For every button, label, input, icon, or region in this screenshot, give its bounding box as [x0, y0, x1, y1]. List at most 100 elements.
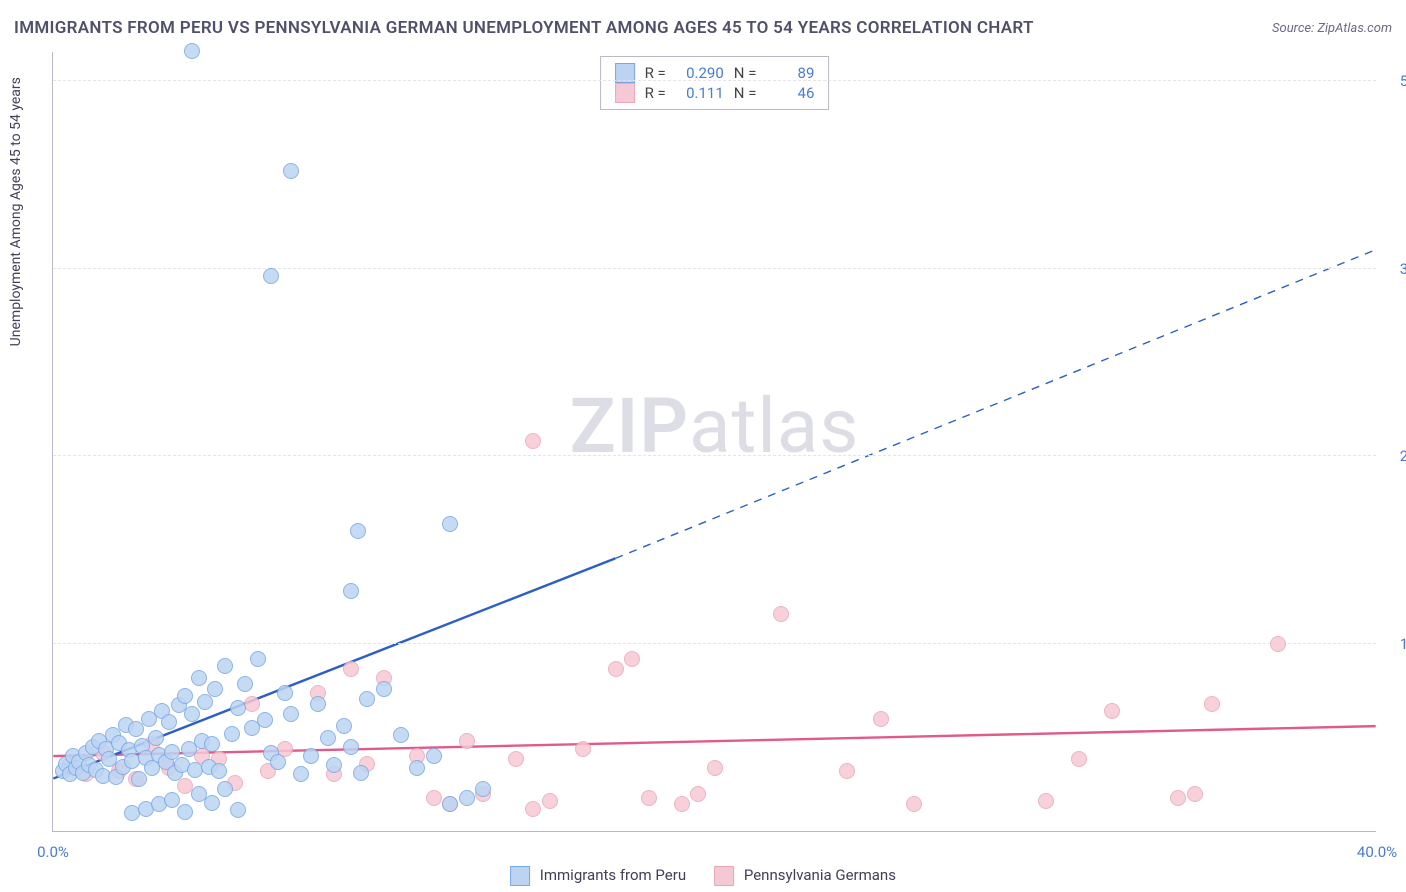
data-point — [230, 802, 246, 818]
data-point — [1187, 786, 1203, 802]
data-point — [250, 651, 266, 667]
data-point — [204, 736, 220, 752]
data-point — [426, 748, 442, 764]
data-point — [350, 523, 366, 539]
data-point — [293, 766, 309, 782]
data-point — [184, 706, 200, 722]
grid-line — [53, 80, 1376, 81]
data-point — [217, 658, 233, 674]
data-point — [204, 795, 220, 811]
data-point — [508, 751, 524, 767]
data-point — [459, 790, 475, 806]
data-point — [343, 661, 359, 677]
data-point — [442, 516, 458, 532]
y-tick-label: 37.5% — [1384, 260, 1406, 278]
source-name: ZipAtlas.com — [1317, 21, 1392, 36]
legend-item-series-a: Immigrants from Peru — [510, 866, 686, 886]
data-point — [1204, 696, 1220, 712]
data-point — [459, 733, 475, 749]
grid-line — [53, 268, 1376, 269]
grid-line — [53, 643, 1376, 644]
data-point — [343, 739, 359, 755]
legend-swatch-b — [714, 866, 734, 886]
data-point — [326, 757, 342, 773]
data-point — [839, 763, 855, 779]
data-point — [277, 685, 293, 701]
data-point — [773, 606, 789, 622]
data-point — [353, 765, 369, 781]
data-point — [177, 804, 193, 820]
series-legend: Immigrants from Peru Pennsylvania German… — [510, 866, 896, 886]
chart-title: IMMIGRANTS FROM PERU VS PENNSYLVANIA GER… — [14, 18, 1034, 38]
data-point — [164, 792, 180, 808]
data-point — [343, 583, 359, 599]
data-point — [624, 651, 640, 667]
x-tick-label: 0.0% — [37, 843, 69, 861]
data-point — [608, 661, 624, 677]
data-point — [359, 691, 375, 707]
legend-item-series-b: Pennsylvania Germans — [714, 866, 896, 886]
data-point — [1104, 703, 1120, 719]
stats-legend-box: R = 0.290 N = 89 R = 0.111 N = 46 — [600, 56, 830, 110]
trend-line — [615, 250, 1375, 559]
legend-label-b: Pennsylvania Germans — [744, 866, 896, 884]
y-tick-label: 25.0% — [1384, 447, 1406, 465]
scatter-plot-area: ZIPatlas R = 0.290 N = 89 R = 0.111 N = … — [52, 52, 1376, 832]
y-tick-label: 50.0% — [1384, 72, 1406, 90]
title-bar: IMMIGRANTS FROM PERU VS PENNSYLVANIA GER… — [14, 18, 1392, 38]
data-point — [873, 711, 889, 727]
data-point — [197, 694, 213, 710]
r-label-b: R = — [645, 84, 666, 102]
data-point — [303, 748, 319, 764]
data-point — [237, 676, 253, 692]
data-point — [426, 790, 442, 806]
data-point — [690, 786, 706, 802]
data-point — [542, 793, 558, 809]
data-point — [257, 712, 273, 728]
data-point — [217, 781, 233, 797]
data-point — [177, 688, 193, 704]
n-value-b: 46 — [766, 84, 814, 102]
data-point — [191, 670, 207, 686]
x-tick-label: 40.0% — [1357, 843, 1397, 861]
data-point — [283, 163, 299, 179]
data-point — [270, 754, 286, 770]
data-point — [409, 760, 425, 776]
swatch-series-b — [615, 83, 635, 103]
data-point — [283, 706, 299, 722]
data-point — [525, 801, 541, 817]
data-point — [475, 781, 491, 797]
y-tick-label: 12.5% — [1384, 635, 1406, 653]
data-point — [128, 721, 144, 737]
data-point — [575, 741, 591, 757]
data-point — [211, 763, 227, 779]
data-point — [1038, 793, 1054, 809]
data-point — [230, 700, 246, 716]
legend-swatch-a — [510, 866, 530, 886]
data-point — [224, 726, 240, 742]
data-point — [674, 796, 690, 812]
data-point — [707, 760, 723, 776]
data-point — [1071, 751, 1087, 767]
data-point — [207, 681, 223, 697]
stats-row-series-b: R = 0.111 N = 46 — [615, 83, 815, 103]
data-point — [376, 681, 392, 697]
n-label-b: N = — [734, 84, 757, 102]
data-point — [1270, 636, 1286, 652]
data-point — [131, 771, 147, 787]
data-point — [641, 790, 657, 806]
data-point — [906, 796, 922, 812]
source-attribution: Source: ZipAtlas.com — [1272, 21, 1392, 36]
data-point — [148, 730, 164, 746]
data-point — [184, 43, 200, 59]
source-label: Source: — [1272, 21, 1314, 36]
r-value-b: 0.111 — [676, 84, 724, 102]
legend-label-a: Immigrants from Peru — [540, 866, 686, 884]
trend-lines — [53, 52, 1376, 831]
data-point — [393, 727, 409, 743]
data-point — [263, 268, 279, 284]
data-point — [442, 796, 458, 812]
grid-line — [53, 455, 1376, 456]
data-point — [161, 714, 177, 730]
data-point — [336, 718, 352, 734]
